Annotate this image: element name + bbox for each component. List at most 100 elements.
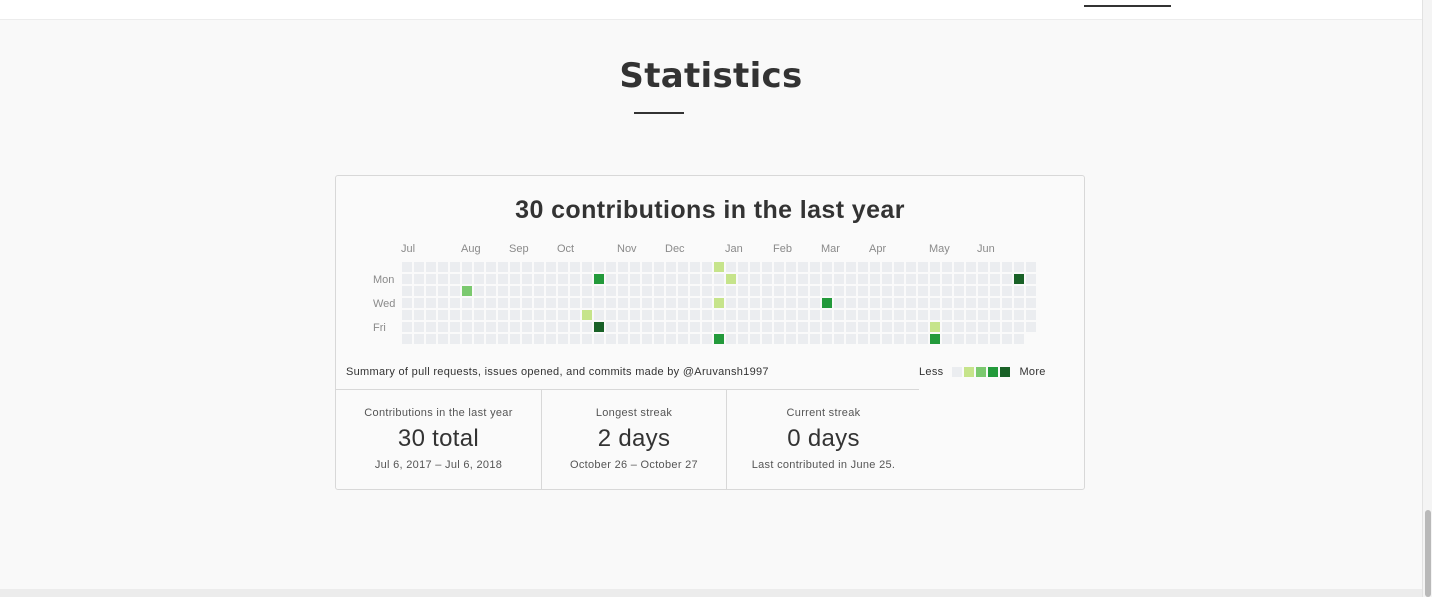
contribution-day-cell[interactable] [678, 310, 688, 320]
contribution-day-cell[interactable] [978, 286, 988, 296]
contribution-day-cell[interactable] [858, 334, 868, 344]
contribution-day-cell[interactable] [858, 274, 868, 284]
contribution-day-cell[interactable] [882, 310, 892, 320]
contribution-day-cell[interactable] [522, 298, 532, 308]
contribution-day-cell[interactable] [930, 286, 940, 296]
contribution-day-cell[interactable] [798, 262, 808, 272]
contribution-day-cell[interactable] [1014, 262, 1024, 272]
contribution-day-cell[interactable] [750, 334, 760, 344]
contribution-day-cell[interactable] [510, 310, 520, 320]
contribution-day-cell[interactable] [606, 310, 616, 320]
contribution-day-cell[interactable] [726, 310, 736, 320]
contribution-day-cell[interactable] [462, 262, 472, 272]
contribution-day-cell[interactable] [450, 286, 460, 296]
contribution-day-cell[interactable] [690, 334, 700, 344]
scrollbar-thumb[interactable] [1425, 510, 1431, 597]
contribution-day-cell[interactable] [714, 274, 724, 284]
contribution-day-cell[interactable] [414, 334, 424, 344]
contribution-day-cell[interactable] [630, 298, 640, 308]
contribution-day-cell[interactable] [402, 334, 412, 344]
contribution-day-cell[interactable] [666, 274, 676, 284]
contribution-day-cell[interactable] [450, 262, 460, 272]
contribution-day-cell[interactable] [654, 322, 664, 332]
contribution-day-cell[interactable] [1002, 298, 1012, 308]
contribution-day-cell[interactable] [1026, 286, 1036, 296]
contribution-day-cell[interactable] [978, 310, 988, 320]
contribution-day-cell[interactable] [906, 310, 916, 320]
contribution-day-cell[interactable] [834, 286, 844, 296]
contribution-day-cell[interactable] [462, 334, 472, 344]
contribution-day-cell[interactable] [906, 322, 916, 332]
contribution-day-cell[interactable] [918, 310, 928, 320]
contribution-day-cell[interactable] [642, 310, 652, 320]
contribution-day-cell[interactable] [546, 298, 556, 308]
contribution-day-cell[interactable] [606, 262, 616, 272]
contribution-day-cell[interactable] [966, 298, 976, 308]
contribution-day-cell[interactable] [906, 334, 916, 344]
contribution-day-cell[interactable] [894, 262, 904, 272]
contribution-day-cell[interactable] [918, 298, 928, 308]
contribution-day-cell[interactable] [786, 286, 796, 296]
contribution-day-cell[interactable] [510, 274, 520, 284]
contribution-day-cell[interactable] [594, 286, 604, 296]
contribution-day-cell[interactable] [654, 298, 664, 308]
contribution-day-cell[interactable] [882, 286, 892, 296]
contribution-day-cell[interactable] [978, 298, 988, 308]
contribution-day-cell[interactable] [822, 298, 832, 308]
contribution-day-cell[interactable] [822, 322, 832, 332]
contribution-day-cell[interactable] [438, 298, 448, 308]
contribution-day-cell[interactable] [414, 262, 424, 272]
contribution-day-cell[interactable] [954, 334, 964, 344]
contribution-day-cell[interactable] [918, 334, 928, 344]
contribution-day-cell[interactable] [942, 262, 952, 272]
contribution-day-cell[interactable] [990, 334, 1000, 344]
contribution-day-cell[interactable] [690, 286, 700, 296]
contribution-day-cell[interactable] [1014, 334, 1024, 344]
contribution-day-cell[interactable] [1014, 298, 1024, 308]
contribution-day-cell[interactable] [666, 286, 676, 296]
contribution-day-cell[interactable] [702, 322, 712, 332]
contribution-day-cell[interactable] [474, 334, 484, 344]
contribution-day-cell[interactable] [414, 310, 424, 320]
contribution-day-cell[interactable] [942, 286, 952, 296]
contribution-day-cell[interactable] [474, 322, 484, 332]
contribution-day-cell[interactable] [498, 322, 508, 332]
contribution-day-cell[interactable] [558, 322, 568, 332]
contribution-day-cell[interactable] [714, 310, 724, 320]
contribution-day-cell[interactable] [1002, 310, 1012, 320]
contribution-day-cell[interactable] [834, 322, 844, 332]
contribution-day-cell[interactable] [498, 286, 508, 296]
contribution-day-cell[interactable] [942, 322, 952, 332]
contribution-day-cell[interactable] [966, 274, 976, 284]
contribution-day-cell[interactable] [750, 298, 760, 308]
contribution-day-cell[interactable] [990, 322, 1000, 332]
contribution-day-cell[interactable] [930, 334, 940, 344]
contribution-day-cell[interactable] [894, 310, 904, 320]
contribution-day-cell[interactable] [906, 274, 916, 284]
contribution-day-cell[interactable] [738, 298, 748, 308]
contribution-day-cell[interactable] [474, 310, 484, 320]
contribution-day-cell[interactable] [678, 262, 688, 272]
contribution-day-cell[interactable] [426, 286, 436, 296]
contribution-day-cell[interactable] [702, 298, 712, 308]
contribution-day-cell[interactable] [882, 334, 892, 344]
contribution-day-cell[interactable] [1002, 274, 1012, 284]
contribution-day-cell[interactable] [954, 274, 964, 284]
contribution-day-cell[interactable] [882, 274, 892, 284]
contribution-day-cell[interactable] [750, 286, 760, 296]
contribution-day-cell[interactable] [486, 286, 496, 296]
contribution-day-cell[interactable] [546, 274, 556, 284]
contribution-day-cell[interactable] [870, 322, 880, 332]
contribution-day-cell[interactable] [546, 310, 556, 320]
contribution-day-cell[interactable] [978, 322, 988, 332]
contribution-day-cell[interactable] [630, 274, 640, 284]
contribution-day-cell[interactable] [726, 274, 736, 284]
contribution-day-cell[interactable] [882, 262, 892, 272]
contribution-day-cell[interactable] [714, 262, 724, 272]
contribution-day-cell[interactable] [726, 322, 736, 332]
contribution-day-cell[interactable] [666, 322, 676, 332]
contribution-day-cell[interactable] [438, 322, 448, 332]
contribution-day-cell[interactable] [930, 322, 940, 332]
contribution-day-cell[interactable] [606, 322, 616, 332]
contribution-day-cell[interactable] [762, 322, 772, 332]
